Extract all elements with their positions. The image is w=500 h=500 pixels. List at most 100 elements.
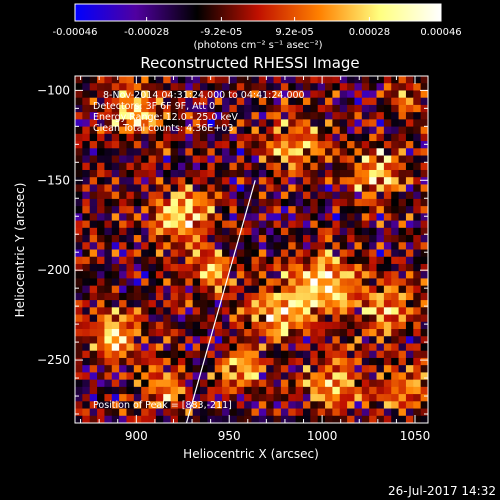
heatmap-cell: [361, 97, 370, 106]
heatmap-cell: [258, 263, 267, 272]
heatmap-cell: [222, 386, 230, 395]
heatmap-cell: [229, 148, 238, 156]
heatmap-cell: [251, 365, 260, 373]
heatmap-cell: [119, 227, 127, 236]
heatmap-cell: [413, 242, 422, 250]
heatmap-cell: [266, 126, 274, 135]
heatmap-cell: [244, 278, 252, 287]
heatmap-cell: [185, 119, 194, 128]
heatmap-cell: [111, 256, 120, 265]
heatmap-cell: [177, 148, 186, 156]
x-tick-label: 900: [125, 429, 148, 443]
heatmap-cell: [391, 119, 399, 128]
heatmap-cell: [302, 271, 311, 279]
heatmap-cell: [280, 314, 289, 323]
heatmap-cell: [141, 242, 149, 250]
heatmap-cell: [251, 415, 260, 423]
heatmap-cell: [332, 191, 341, 200]
heatmap-cell: [347, 119, 355, 128]
heatmap-cell: [339, 357, 348, 366]
heatmap-cell: [163, 386, 171, 395]
heatmap-cell: [302, 278, 311, 287]
heatmap-cell: [383, 300, 392, 308]
heatmap-cell: [170, 365, 179, 373]
heatmap-cell: [170, 126, 179, 135]
heatmap-cell: [332, 415, 341, 423]
heatmap-cell: [413, 386, 422, 395]
heatmap-cell: [339, 235, 348, 243]
heatmap-cell: [192, 307, 201, 315]
heatmap-cell: [214, 177, 223, 185]
heatmap-cell: [332, 235, 341, 243]
heatmap-cell: [119, 177, 127, 185]
heatmap-cell: [200, 162, 208, 171]
heatmap-cell: [295, 408, 304, 417]
heatmap-cell: [405, 329, 414, 337]
heatmap-cell: [236, 357, 245, 366]
heatmap-cell: [413, 401, 422, 409]
heatmap-cell: [391, 336, 399, 344]
heatmap-cell: [347, 415, 355, 423]
heatmap-cell: [185, 104, 194, 113]
heatmap-cell: [170, 336, 179, 344]
heatmap-cell: [288, 119, 297, 128]
heatmap-cell: [177, 307, 186, 315]
heatmap-cell: [155, 213, 164, 221]
heatmap-cell: [214, 285, 223, 294]
heatmap-cell: [119, 213, 127, 221]
heatmap-cell: [185, 249, 194, 258]
heatmap-cell: [405, 104, 414, 113]
heatmap-cell: [332, 300, 341, 308]
heatmap-cell: [104, 408, 113, 417]
heatmap-cell: [236, 169, 245, 178]
heatmap-cell: [332, 401, 341, 409]
heatmap-cell: [413, 76, 422, 84]
heatmap-cell: [273, 148, 282, 156]
heatmap-cell: [229, 278, 238, 287]
heatmap-cell: [339, 379, 348, 388]
heatmap-cell: [354, 415, 363, 423]
heatmap-cell: [302, 213, 311, 221]
heatmap-cell: [244, 365, 252, 373]
heatmap-cell: [148, 386, 157, 395]
heatmap-cell: [111, 249, 120, 258]
heatmap-cell: [177, 184, 186, 193]
heatmap-cell: [229, 263, 238, 272]
heatmap-cell: [258, 386, 267, 395]
heatmap-cell: [383, 242, 392, 250]
heatmap-cell: [398, 285, 407, 294]
heatmap-cell: [258, 227, 267, 236]
heatmap-cell: [354, 83, 363, 91]
heatmap-cell: [295, 220, 304, 229]
heatmap-cell: [97, 97, 105, 106]
heatmap-cell: [376, 386, 385, 395]
heatmap-cell: [310, 357, 319, 366]
heatmap-cell: [119, 220, 127, 229]
heatmap-cell: [229, 249, 238, 258]
heatmap-cell: [391, 278, 399, 287]
heatmap-cell: [295, 256, 304, 265]
solar-limb-line: [185, 180, 256, 423]
heatmap-cell: [325, 408, 333, 417]
heatmap-cell: [222, 271, 230, 279]
heatmap-cell: [295, 365, 304, 373]
heatmap-cell: [361, 133, 370, 142]
heatmap-cell: [273, 271, 282, 279]
heatmap-cell: [391, 365, 399, 373]
heatmap-cell: [383, 350, 392, 359]
heatmap-cell: [133, 206, 142, 214]
heatmap-cell: [347, 169, 355, 178]
heatmap-cell: [332, 126, 341, 135]
heatmap-cell: [141, 415, 149, 423]
heatmap-cell: [75, 343, 83, 352]
heatmap-cell: [383, 357, 392, 366]
heatmap-cell: [347, 198, 355, 207]
heatmap-cell: [280, 213, 289, 221]
heatmap-cell: [310, 126, 319, 135]
heatmap-cell: [163, 235, 171, 243]
heatmap-cell: [280, 90, 289, 99]
heatmap-cell: [141, 227, 149, 236]
heatmap-cell: [405, 141, 414, 149]
heatmap-cell: [347, 227, 355, 236]
heatmap-cell: [354, 97, 363, 106]
